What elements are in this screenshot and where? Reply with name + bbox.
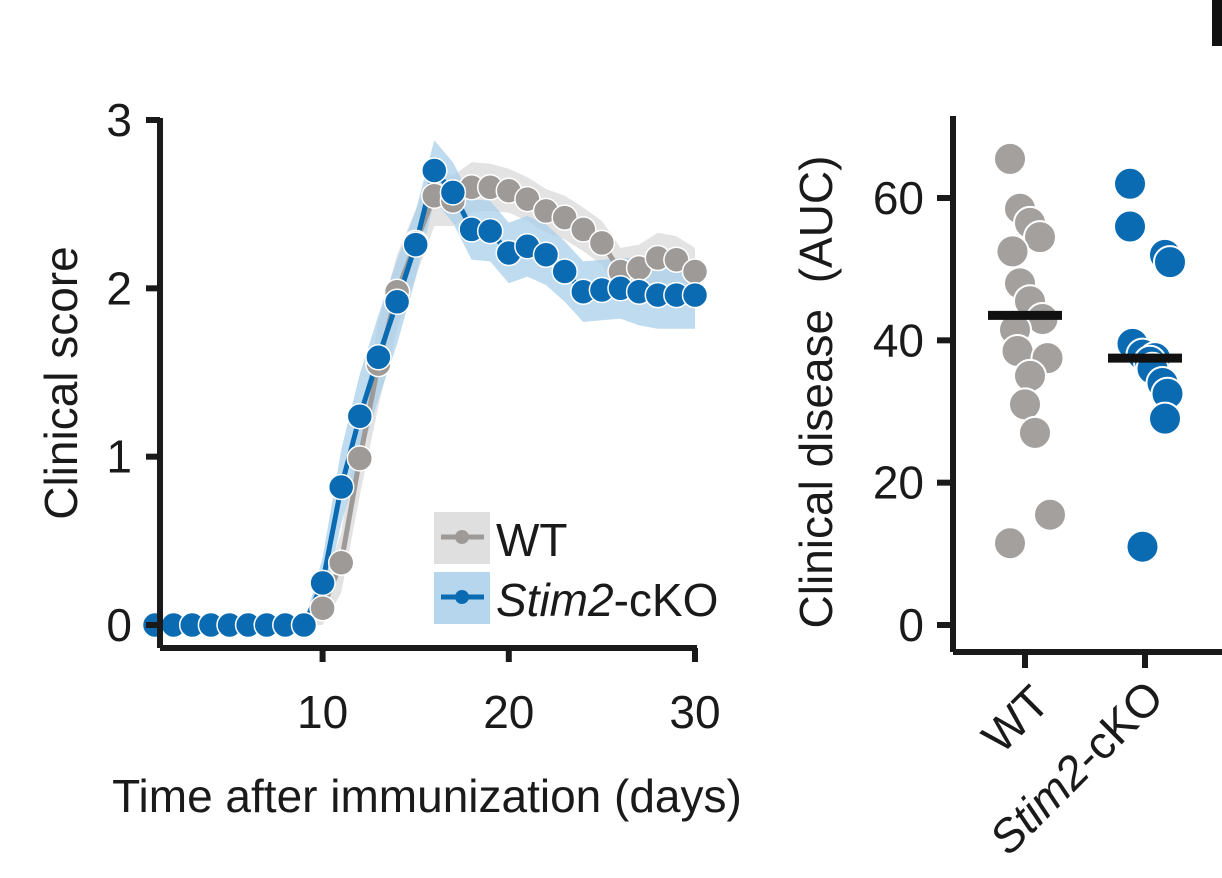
y-tick-label-right: 60 [873, 172, 924, 224]
wt-auc-point [1018, 415, 1052, 450]
wt-auc-point [1013, 358, 1047, 393]
stim2-cko-point [309, 569, 336, 597]
y-tick-label-right: 0 [898, 599, 924, 651]
wt-point [588, 229, 616, 257]
legend-cko-italic: Stim2 [496, 574, 614, 626]
panel-letter-fragment [1212, 0, 1222, 46]
x-tick-label: 20 [483, 686, 534, 738]
y-tick-label: 0 [106, 599, 132, 651]
stim2-cko-point [439, 179, 467, 206]
stim2-cko-auc-point [1113, 166, 1147, 201]
line-chart: 0 1 2 3 10 20 30 Clinical score Time after im… [35, 94, 742, 822]
stim2-cko-point [402, 231, 429, 258]
legend: WT Stim2-cKO [434, 512, 718, 626]
wt-auc-point [1008, 387, 1042, 422]
stim2-cko-auc-point [1113, 209, 1147, 244]
wt-auc-point [1023, 220, 1057, 255]
stim2-cko-point [327, 473, 355, 501]
y-tick-label: 3 [106, 94, 132, 146]
legend-wt-marker [455, 530, 469, 544]
wt-auc-point [995, 234, 1030, 269]
legend-cko-marker [455, 590, 469, 604]
category-label-wt: WT [972, 675, 1059, 762]
legend-wt-label: WT [496, 514, 568, 566]
legend-cko-plain: -cKO [614, 574, 719, 626]
wt-point [681, 258, 709, 285]
x-tick-label: 30 [669, 686, 720, 738]
wt-point [514, 185, 541, 213]
y-axis-label-right: Clinical disease (AUC) [790, 156, 842, 629]
x-tick-label: 10 [297, 686, 348, 738]
stim2-cko-auc-point [1153, 245, 1187, 280]
stim2-cko-point [290, 611, 318, 639]
stim2-cko-point [365, 344, 392, 371]
stim2-cko-point [681, 281, 709, 309]
stim2-cko-point [551, 258, 578, 285]
legend-cko-label: Stim2-cKO [496, 574, 718, 626]
stim2-cko-point [383, 288, 411, 316]
x-axis-label: Time after immunization (days) [112, 770, 742, 822]
wt-point [570, 216, 597, 243]
wt-auc-point [993, 141, 1027, 176]
wt-point [551, 204, 578, 231]
stim2-cko-point [476, 217, 504, 245]
wt-auc-point [1033, 497, 1067, 532]
y-axis-label: Clinical score [35, 246, 87, 520]
stim2-cko-point [346, 403, 374, 430]
stim2-cko-point [421, 157, 448, 184]
wt-point [327, 549, 355, 576]
wt-auc-point [993, 526, 1027, 561]
y-tick-label-right: 20 [873, 457, 924, 509]
y-tick-label: 2 [106, 262, 132, 314]
wt-point [346, 445, 374, 472]
y-tick-label-right: 40 [873, 314, 924, 366]
wt-point [663, 246, 690, 273]
stim2-cko-point [532, 241, 560, 268]
stim2-cko-auc-point [1125, 529, 1160, 564]
y-tick-label: 1 [106, 431, 132, 483]
stim2-cko-auc-point [1148, 401, 1182, 436]
